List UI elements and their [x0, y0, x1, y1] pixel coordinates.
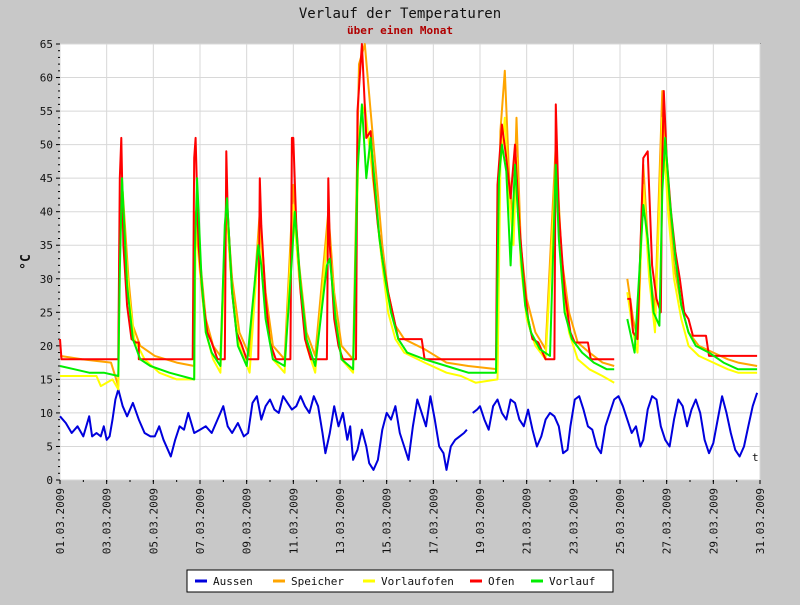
y-tick-label: 15: [40, 373, 53, 386]
legend-box: [186, 569, 614, 593]
x-tick-label: 27.03.2009: [661, 488, 674, 554]
y-tick-label: 60: [40, 72, 53, 85]
series-group: [59, 43, 759, 471]
x-tick-label: 09.03.2009: [241, 488, 254, 554]
plot-area: [59, 43, 761, 481]
x-tick-label: 21.03.2009: [521, 488, 534, 554]
y-tick-label: 5: [46, 440, 53, 453]
x-tick-label: 01.03.2009: [54, 488, 67, 554]
x-tick-label: 17.03.2009: [427, 488, 440, 554]
y-tick-label: 30: [40, 273, 53, 286]
series-line-vorlauf: [59, 103, 758, 381]
legend-label-ofen: Ofen: [488, 575, 515, 588]
x-tick-label: 31.03.2009: [754, 488, 767, 554]
legend-label-speicher: Speicher: [291, 575, 344, 588]
chart-subtitle: über einen Monat: [347, 24, 453, 37]
y-tick-label: 0: [46, 474, 53, 487]
x-axis: 01.03.2009 03.03.2009 05.03.2009 07.03.2009…: [54, 480, 767, 554]
y-tick-label: 45: [40, 172, 53, 185]
y-tick-label: 65: [40, 38, 53, 51]
chart-title: Verlauf der Temperaturen: [299, 6, 501, 22]
y-axis: 0 5 10 15 20 25 30 35 40 45 50 55 60 65: [40, 38, 60, 487]
series-line-aussen: [59, 388, 759, 471]
x-tick-label: 15.03.2009: [381, 488, 394, 554]
y-tick-label: 20: [40, 340, 53, 353]
y-tick-label: 35: [40, 239, 53, 252]
y-tick-label: 25: [40, 306, 53, 319]
legend: Aussen Speicher Vorlaufofen Ofen Vorlauf: [186, 569, 614, 593]
y-tick-label: 40: [40, 206, 53, 219]
y-tick-label: 55: [40, 105, 53, 118]
x-tick-label: 07.03.2009: [194, 488, 207, 554]
x-tick-label: 23.03.2009: [567, 488, 580, 554]
x-tick-label: 13.03.2009: [334, 488, 347, 554]
x-tick-label: 19.03.2009: [474, 488, 487, 554]
y-tick-label: 50: [40, 139, 53, 152]
x-tick-label: 03.03.2009: [101, 488, 114, 554]
y-axis-label: °C: [19, 254, 34, 270]
y-tick-label: 10: [40, 407, 53, 420]
x-tick-label: 29.03.2009: [707, 488, 720, 554]
end-marker: t: [752, 451, 759, 464]
x-tick-label: 25.03.2009: [614, 488, 627, 554]
legend-label-aussen: Aussen: [213, 575, 253, 588]
legend-label-vorlauf: Vorlauf: [549, 575, 595, 588]
x-tick-label: 11.03.2009: [287, 488, 300, 554]
x-tick-label: 05.03.2009: [147, 488, 160, 554]
legend-label-vorlaufofen: Vorlaufofen: [381, 575, 454, 588]
